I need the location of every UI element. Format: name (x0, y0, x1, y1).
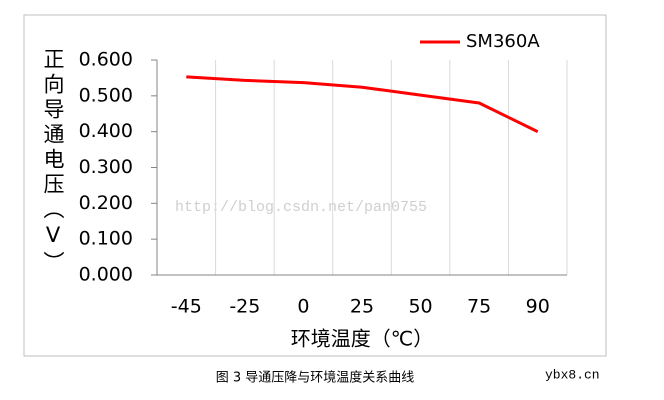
x-tick-label: 25 (350, 296, 374, 318)
chart-frame (23, 14, 607, 357)
y-tick-label: 0.400 (79, 120, 133, 142)
x-tick-label: -25 (229, 296, 260, 318)
y-tick-label: 0.200 (79, 192, 133, 214)
x-tick-label: 50 (408, 296, 432, 318)
watermark: ybx8.cn (545, 367, 600, 382)
y-axis-label: 正向导通电压（V） (41, 48, 65, 276)
x-tick-label: 90 (526, 296, 550, 318)
y-tick-label: 0.300 (79, 156, 133, 178)
watermark: http://blog.csdn.net/pan0755 (175, 199, 427, 216)
legend-label: SM360A (466, 31, 540, 52)
y-tick-label: 0.500 (79, 84, 133, 106)
x-tick-label: -45 (171, 296, 202, 318)
x-tick-label: 75 (467, 296, 491, 318)
x-tick-label: 0 (297, 296, 309, 318)
caption: 图 3 导通压降与环境温度关系曲线 (216, 370, 415, 386)
y-tick-label: 0.000 (79, 264, 133, 286)
y-tick-label: 0.100 (79, 228, 133, 250)
y-tick-label: 0.600 (79, 49, 133, 71)
data-line (186, 75, 539, 134)
x-axis-label: 环境温度（℃） (291, 327, 433, 351)
